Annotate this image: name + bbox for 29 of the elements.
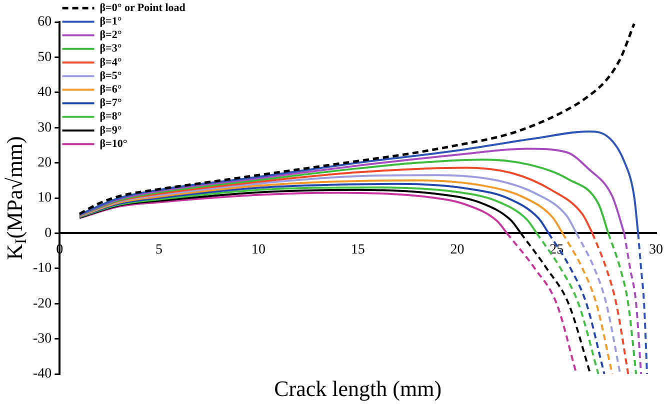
y-tick-label: 60: [38, 14, 52, 30]
y-tick-label: 50: [38, 50, 52, 65]
y-tick-label: -40: [32, 366, 52, 382]
legend-label: β=5°: [100, 70, 122, 82]
legend-label: β=3°: [100, 42, 122, 55]
x-tick-label: 10: [251, 242, 266, 258]
legend-label: β=6°: [100, 84, 122, 96]
y-axis-title: KI(MPa√mm): [2, 136, 30, 260]
y-tick-label: 40: [38, 85, 52, 100]
y-tick-label: 20: [38, 155, 52, 170]
legend-label: β=10°: [100, 138, 128, 150]
legend-label: β=7°: [100, 97, 122, 110]
legend-label: β=1°: [100, 16, 122, 28]
x-tick-label: 20: [450, 242, 464, 258]
y-tick-label: 30: [38, 120, 52, 136]
x-tick-label: 5: [156, 242, 163, 258]
x-tick-label: 30: [649, 242, 663, 258]
y-tick-label: -30: [32, 331, 52, 346]
y-tick-label: -20: [32, 296, 52, 312]
legend-label: β=0° or Point load: [100, 2, 186, 14]
y-tick-label: -10: [32, 261, 52, 276]
y-tick-label: 10: [38, 190, 52, 206]
legend-label: β=8°: [100, 110, 122, 123]
y-tick-label: 0: [44, 226, 52, 241]
x-axis-title: Crack length (mm): [274, 376, 442, 401]
legend-label: β=4°: [100, 56, 122, 68]
legend-label: β=9°: [100, 124, 122, 136]
x-tick-label: 15: [350, 242, 365, 258]
legend-label: β=2°: [100, 29, 122, 42]
